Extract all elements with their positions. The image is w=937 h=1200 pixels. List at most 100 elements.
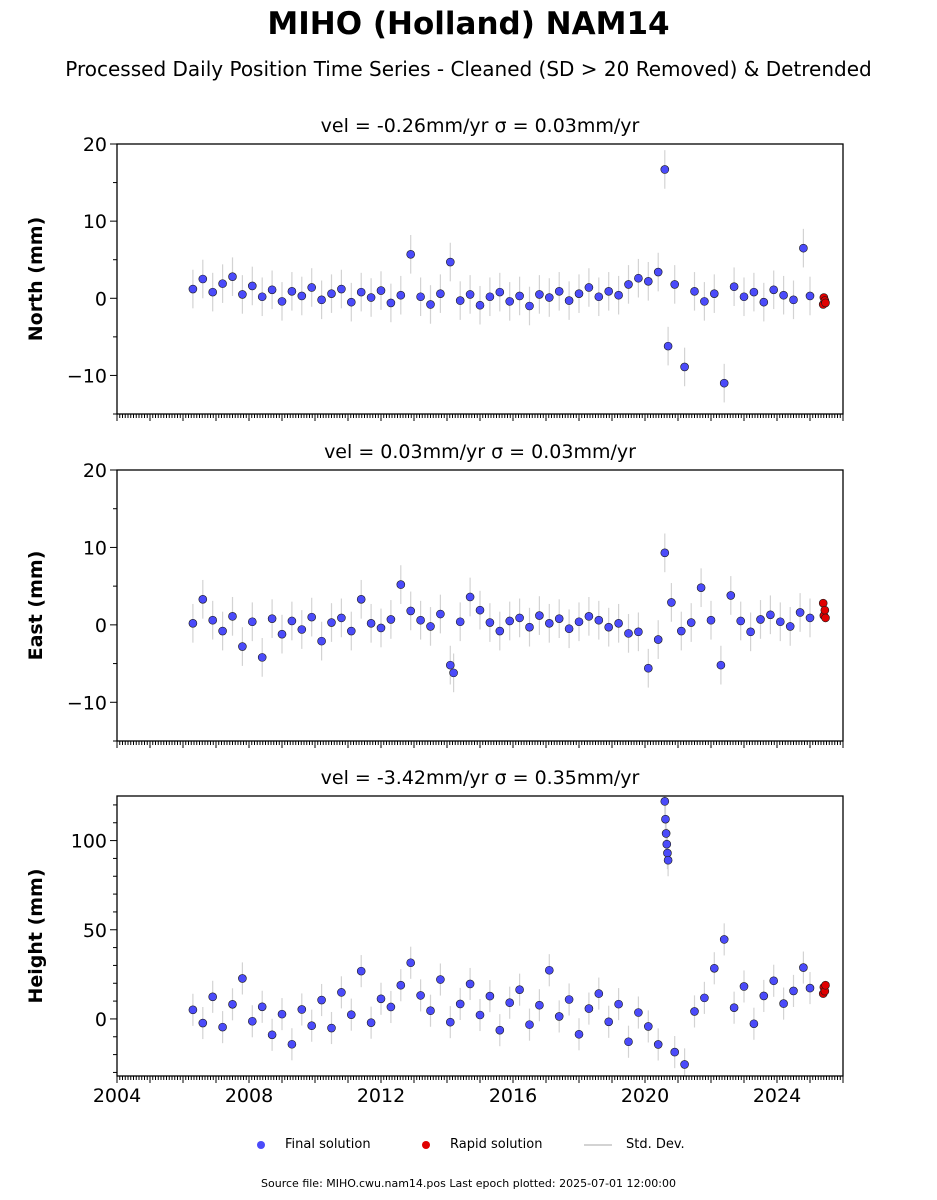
- final-solution-point: [564, 624, 574, 634]
- final-solution-point: [317, 295, 326, 305]
- legend-rapid: Rapid solution: [422, 1137, 542, 1152]
- final-solution-point: [495, 626, 505, 636]
- final-solution-point: [228, 272, 237, 281]
- final-solution-point: [218, 1022, 227, 1032]
- final-solution-point: [485, 618, 495, 627]
- final-solution-point: [198, 595, 208, 604]
- final-solution-point: [475, 1010, 485, 1020]
- y-axis-label: North (mm): [25, 217, 47, 342]
- page-title: MIHO (Holland) NAM14: [267, 6, 670, 42]
- final-solution-point: [525, 1020, 534, 1029]
- final-solution-point: [759, 297, 769, 307]
- final-solution-point: [574, 617, 584, 627]
- final-solution-point: [604, 287, 614, 296]
- final-solution-point: [248, 617, 257, 627]
- final-solution-point: [680, 362, 689, 372]
- final-solution-point: [739, 292, 749, 302]
- final-solution-point: [218, 279, 227, 288]
- x-tick-label: 2020: [621, 1085, 669, 1107]
- final-solution-point: [346, 626, 356, 636]
- final-solution-point: [805, 291, 815, 301]
- final-solution-point: [386, 298, 396, 308]
- final-solution-point: [660, 548, 670, 558]
- final-solution-point: [455, 617, 465, 627]
- final-solution-point: [277, 629, 287, 639]
- final-solution-point: [726, 591, 736, 600]
- final-solution-point: [327, 618, 336, 627]
- panel-title: vel = -0.26mm/yr σ = 0.03mm/yr: [321, 115, 640, 137]
- final-solution-point: [416, 615, 425, 625]
- final-solution-point: [643, 1022, 653, 1031]
- final-solution-point: [662, 839, 672, 849]
- final-solution-point: [663, 341, 673, 351]
- final-solution-point: [805, 613, 815, 623]
- final-solution-point: [297, 625, 307, 634]
- final-solution-point: [680, 1060, 689, 1069]
- final-solution-point: [228, 612, 237, 621]
- final-solution-point: [386, 1002, 396, 1012]
- final-solution-point: [376, 286, 386, 295]
- final-solution-point: [198, 274, 208, 284]
- final-solution-point: [779, 290, 788, 300]
- final-solution-point: [643, 277, 653, 286]
- final-solution-point: [188, 619, 198, 628]
- final-solution-point: [445, 1017, 455, 1027]
- final-solution-point: [277, 297, 287, 306]
- final-solution-point: [554, 287, 564, 296]
- final-solution-point: [663, 855, 673, 865]
- final-solution-point: [670, 280, 680, 289]
- final-solution-point: [356, 595, 366, 604]
- final-solution-point: [436, 289, 445, 298]
- final-solution-point: [535, 611, 544, 620]
- final-solution-point: [257, 653, 267, 662]
- final-solution-point: [700, 297, 709, 306]
- final-solution-point: [485, 991, 495, 1001]
- final-solution-point: [218, 626, 227, 636]
- final-solution-point: [785, 622, 795, 631]
- final-solution-point: [307, 612, 317, 622]
- rapid-solution-point: [818, 598, 828, 608]
- final-solution-point: [505, 998, 515, 1008]
- final-solution-point: [396, 580, 406, 589]
- final-solution-point: [445, 257, 455, 267]
- final-solution-point: [690, 287, 699, 296]
- final-solution-point: [317, 995, 326, 1005]
- y-tick-label: 20: [83, 134, 107, 156]
- final-solution-point: [426, 622, 435, 631]
- final-solution-point: [739, 982, 749, 991]
- final-solution-point: [789, 295, 798, 305]
- final-solution-point: [759, 991, 769, 1001]
- final-solution-point: [653, 1040, 663, 1049]
- final-solution-point: [445, 660, 455, 670]
- final-solution-point: [277, 1009, 287, 1019]
- final-solution-point: [769, 976, 779, 986]
- y-tick-label: 10: [83, 211, 107, 233]
- final-solution-point: [706, 615, 716, 625]
- final-solution-point: [515, 985, 524, 994]
- final-solution-point: [198, 1018, 208, 1028]
- final-solution-point: [564, 296, 574, 305]
- final-solution-point: [584, 612, 594, 621]
- final-solution-point: [208, 992, 217, 1002]
- final-solution-point: [805, 983, 815, 993]
- final-solution-point: [690, 1007, 699, 1016]
- final-solution-point: [594, 615, 604, 625]
- final-solution-point: [356, 966, 366, 976]
- final-solution-point: [574, 289, 584, 298]
- final-solution-point: [297, 1005, 307, 1014]
- final-solution-point: [653, 635, 663, 644]
- legend-rapid-label: Rapid solution: [450, 1137, 543, 1152]
- final-solution-point: [564, 995, 574, 1004]
- final-solution-point: [327, 289, 336, 298]
- final-solution-point: [624, 280, 633, 289]
- final-solution-point: [663, 848, 672, 858]
- final-solution-point: [505, 616, 515, 626]
- final-solution-point: [729, 1003, 739, 1012]
- final-solution-point: [614, 999, 623, 1009]
- final-solution-point: [736, 616, 746, 626]
- final-solution-point: [554, 1012, 564, 1021]
- final-solution-point: [660, 165, 670, 174]
- rapid-solution-point: [820, 605, 830, 615]
- final-solution-point: [670, 1047, 680, 1057]
- final-solution-point: [667, 598, 676, 607]
